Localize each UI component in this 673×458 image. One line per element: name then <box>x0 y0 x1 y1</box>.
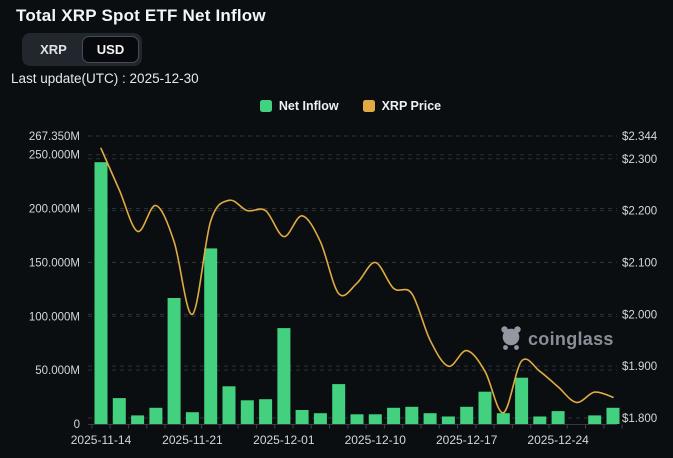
left-axis-tick-label: 0 <box>74 419 80 431</box>
net-inflow-bar <box>185 412 199 424</box>
etf-netflow-chart[interactable]: 267.350M 250.000M 200.000M 150.000M 100.000M… <box>0 118 673 458</box>
right-axis-tick-label: $1.800 <box>622 413 657 425</box>
net-inflow-bar <box>551 411 565 424</box>
net-inflow-swatch-icon <box>259 100 272 112</box>
x-axis-tick-label: 2025-12-24 <box>527 433 589 447</box>
left-axis-tick-label: 100.000M <box>29 311 80 323</box>
net-inflow-bar <box>277 328 291 424</box>
net-inflow-bar <box>94 162 108 424</box>
right-axis-tick-label: $2.100 <box>622 257 657 269</box>
left-axis-tick-label: 250.000M <box>29 150 80 162</box>
net-inflow-bar <box>478 391 492 424</box>
net-inflow-bar <box>460 406 474 424</box>
net-inflow-bar <box>350 414 364 424</box>
legend-item-net-inflow[interactable]: Net Inflow <box>259 99 339 113</box>
x-axis-tick-label: 2025-12-10 <box>345 433 407 447</box>
net-inflow-bars[interactable] <box>94 162 620 424</box>
net-inflow-bar <box>112 398 126 424</box>
toggle-option-xrp[interactable]: XRP <box>25 36 82 63</box>
right-axis-tick-label: $1.900 <box>622 361 657 373</box>
toggle-option-usd[interactable]: USD <box>82 36 139 63</box>
right-axis-tick-label: $2.344 <box>622 131 658 143</box>
net-inflow-bar <box>313 413 327 424</box>
net-inflow-bar <box>131 415 145 424</box>
x-axis-tick-label: 2025-11-21 <box>162 433 223 447</box>
last-update-text: Last update(UTC) : 2025-12-30 <box>11 71 199 86</box>
net-inflow-bar <box>259 399 273 424</box>
net-inflow-bar <box>149 407 163 424</box>
net-inflow-bar <box>204 248 218 424</box>
net-inflow-bar <box>387 407 401 424</box>
coinglass-bear-icon <box>501 326 521 350</box>
x-axis-ticks <box>91 424 623 429</box>
net-inflow-bar <box>441 416 455 424</box>
left-axis-tick-label: 50.000M <box>35 365 80 377</box>
xrp-price-swatch-icon <box>362 100 375 112</box>
net-inflow-bar <box>222 386 236 424</box>
watermark-text: coinglass <box>528 329 614 349</box>
right-axis-tick-label: $2.300 <box>622 154 657 166</box>
right-axis-tick-label: $2.200 <box>622 206 657 218</box>
left-axis-tick-label: 150.000M <box>29 257 80 269</box>
chart-legend: Net Inflow XRP Price <box>0 99 673 113</box>
net-inflow-bar <box>167 298 181 424</box>
net-inflow-bar <box>295 410 309 424</box>
net-inflow-bar <box>423 413 437 424</box>
net-inflow-bar <box>515 377 529 424</box>
left-axis-tick-label: 200.000M <box>29 204 80 216</box>
net-inflow-bar <box>496 413 510 424</box>
xrp-price-line[interactable] <box>100 147 614 414</box>
x-axis-tick-label: 2025-12-01 <box>253 433 315 447</box>
legend-item-xrp-price[interactable]: XRP Price <box>362 99 442 113</box>
net-inflow-bar <box>405 406 419 424</box>
unit-toggle[interactable]: XRP USD <box>22 33 142 66</box>
net-inflow-bar <box>588 415 602 424</box>
legend-label: XRP Price <box>381 99 442 113</box>
net-inflow-bar <box>606 407 620 424</box>
net-inflow-bar <box>332 384 346 424</box>
x-axis-tick-label: 2025-11-14 <box>71 433 132 447</box>
legend-label: Net Inflow <box>278 99 339 113</box>
net-inflow-bar <box>533 416 547 424</box>
right-axis-tick-label: $2.000 <box>622 309 657 321</box>
coinglass-watermark: coinglass <box>501 326 613 350</box>
net-inflow-bar <box>240 400 254 424</box>
x-axis-tick-label: 2025-12-17 <box>436 433 498 447</box>
page-title: Total XRP Spot ETF Net Inflow <box>16 6 266 25</box>
left-axis-tick-label: 267.350M <box>29 131 80 143</box>
net-inflow-bar <box>368 414 382 424</box>
gridlines <box>88 135 617 419</box>
